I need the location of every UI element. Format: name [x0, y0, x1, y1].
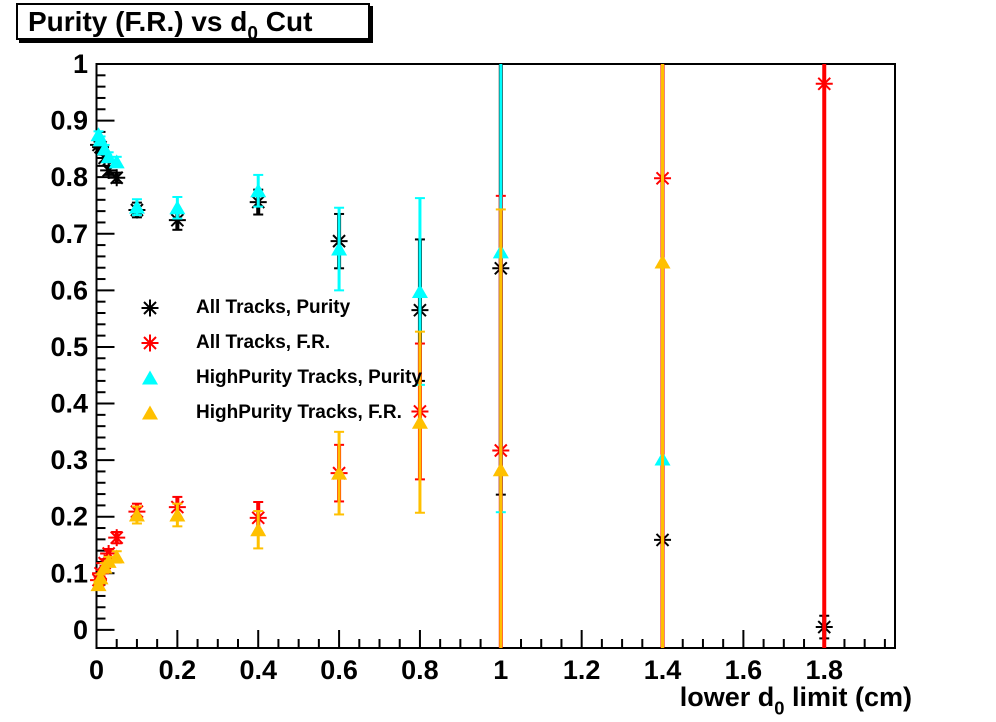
- triangle-marker: [128, 507, 145, 522]
- triangle-marker: [169, 507, 186, 522]
- y-tick-label: 0.7: [50, 219, 88, 249]
- triangle-marker: [411, 283, 428, 298]
- legend-label: All Tracks, Purity: [196, 296, 351, 318]
- asterisk-marker: [815, 75, 833, 93]
- triangle-marker: [654, 254, 671, 269]
- triangle-marker: [331, 465, 348, 480]
- legend-item-all-tracks-purity: All Tracks, Purity: [130, 290, 422, 325]
- triangle-marker: [108, 154, 125, 169]
- cyan-triangle-marker-icon: [142, 370, 158, 384]
- legend-item-highpurity-tracks-fr: HighPurity Tracks, F.R.: [130, 395, 422, 430]
- x-tick-label: 0.8: [401, 655, 439, 685]
- x-axis-title-subscript: 0: [774, 697, 785, 719]
- chart-title-pre: Purity (F.R.) vs d: [28, 6, 248, 37]
- orange-triangle-marker-icon: [142, 405, 158, 419]
- x-tick-label: 0.2: [159, 655, 197, 685]
- x-tick-label: 0.6: [320, 655, 358, 685]
- y-tick-label: 0.4: [50, 389, 88, 419]
- y-tick-label: 0.5: [50, 332, 88, 362]
- x-tick-label: 1: [493, 655, 508, 685]
- y-tick-label: 0.3: [50, 445, 88, 475]
- x-tick-labels: 0 0.2 0.4 0.6 0.8 1 1.2 1.4 1.6 1.8: [89, 655, 843, 685]
- legend-label: All Tracks, F.R.: [196, 331, 331, 353]
- x-tick-label: 0.4: [239, 655, 277, 685]
- triangle-marker: [250, 522, 267, 537]
- x-axis-title: lower d0 limit (cm): [680, 682, 912, 719]
- legend-label: HighPurity Tracks, F.R.: [196, 401, 402, 423]
- x-tick-label: 1.6: [725, 655, 763, 685]
- red-asterisk-marker-icon: [141, 334, 159, 351]
- chart-title-box: Purity (F.R.) vs d0 Cut: [16, 3, 370, 45]
- x-tick-label: 1.8: [805, 655, 843, 685]
- triangle-marker: [108, 549, 125, 564]
- y-tick-labels: 0 0.1 0.2 0.3 0.4 0.5 0.6 0.7 0.8 0.9 1: [50, 49, 88, 645]
- y-tick-label: 0: [73, 615, 88, 645]
- triangle-marker: [169, 200, 186, 215]
- asterisk-marker: [141, 334, 159, 351]
- legend-label: HighPurity Tracks, Purity: [196, 366, 422, 388]
- x-axis-title-pre: lower d: [679, 682, 775, 712]
- legend-item-highpurity-tracks-purity: HighPurity Tracks, Purity: [130, 360, 422, 395]
- triangle-marker: [331, 241, 348, 256]
- chart-title-subscript: 0: [247, 23, 258, 45]
- series-highpurity_tracks_fr: [90, 64, 671, 648]
- triangle-marker: [100, 149, 117, 164]
- black-asterisk-marker-icon: [141, 299, 159, 316]
- triangle-marker: [128, 199, 145, 214]
- triangle-marker: [142, 405, 158, 419]
- y-tick-label: 0.9: [50, 106, 88, 136]
- triangle-marker: [411, 414, 428, 429]
- y-tick-label: 1: [73, 49, 88, 79]
- triangle-marker: [250, 183, 267, 198]
- triangle-marker: [492, 462, 509, 477]
- asterisk-marker: [141, 299, 159, 316]
- x-axis-title-post: limit (cm): [784, 682, 912, 712]
- y-tick-label: 0.1: [50, 558, 88, 588]
- chart-title-post: Cut: [257, 6, 313, 37]
- legend-item-all-tracks-fr: All Tracks, F.R.: [130, 325, 422, 360]
- x-axis-ticks: [95, 630, 886, 648]
- triangle-marker: [92, 570, 109, 585]
- asterisk-marker: [108, 529, 126, 547]
- x-tick-label: 0: [89, 655, 104, 685]
- y-tick-label: 0.8: [50, 162, 88, 192]
- triangle-marker: [142, 370, 158, 384]
- x-tick-label: 1.2: [563, 655, 601, 685]
- y-tick-label: 0.2: [50, 502, 88, 532]
- x-tick-label: 1.4: [644, 655, 682, 685]
- y-tick-label: 0.6: [50, 275, 88, 305]
- asterisk-marker: [108, 169, 126, 187]
- legend: All Tracks, Purity All Tracks, F.R. High…: [130, 290, 422, 430]
- triangle-marker: [100, 553, 117, 568]
- plot-frame: [95, 63, 896, 649]
